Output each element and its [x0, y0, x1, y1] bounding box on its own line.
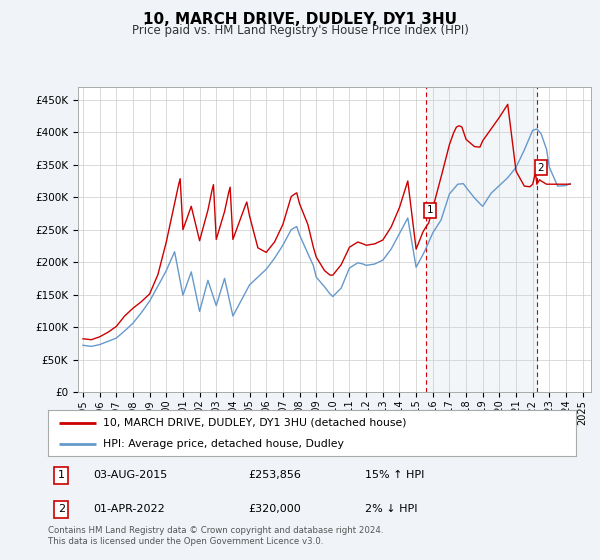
Text: 10, MARCH DRIVE, DUDLEY, DY1 3HU (detached house): 10, MARCH DRIVE, DUDLEY, DY1 3HU (detach… — [103, 418, 407, 428]
Text: £253,856: £253,856 — [248, 470, 302, 480]
Text: 03-AUG-2015: 03-AUG-2015 — [93, 470, 167, 480]
Text: Price paid vs. HM Land Registry's House Price Index (HPI): Price paid vs. HM Land Registry's House … — [131, 24, 469, 36]
Text: HPI: Average price, detached house, Dudley: HPI: Average price, detached house, Dudl… — [103, 439, 344, 449]
Text: 10, MARCH DRIVE, DUDLEY, DY1 3HU: 10, MARCH DRIVE, DUDLEY, DY1 3HU — [143, 12, 457, 27]
Text: 1: 1 — [58, 470, 65, 480]
Bar — [426, 87, 537, 392]
Text: 15% ↑ HPI: 15% ↑ HPI — [365, 470, 424, 480]
Text: £320,000: £320,000 — [248, 505, 301, 515]
Text: 2% ↓ HPI: 2% ↓ HPI — [365, 505, 418, 515]
Text: 01-APR-2022: 01-APR-2022 — [93, 505, 164, 515]
Text: 1: 1 — [427, 206, 433, 216]
Text: 2: 2 — [538, 162, 544, 172]
Text: Contains HM Land Registry data © Crown copyright and database right 2024.
This d: Contains HM Land Registry data © Crown c… — [48, 526, 383, 546]
Text: 2: 2 — [58, 505, 65, 515]
